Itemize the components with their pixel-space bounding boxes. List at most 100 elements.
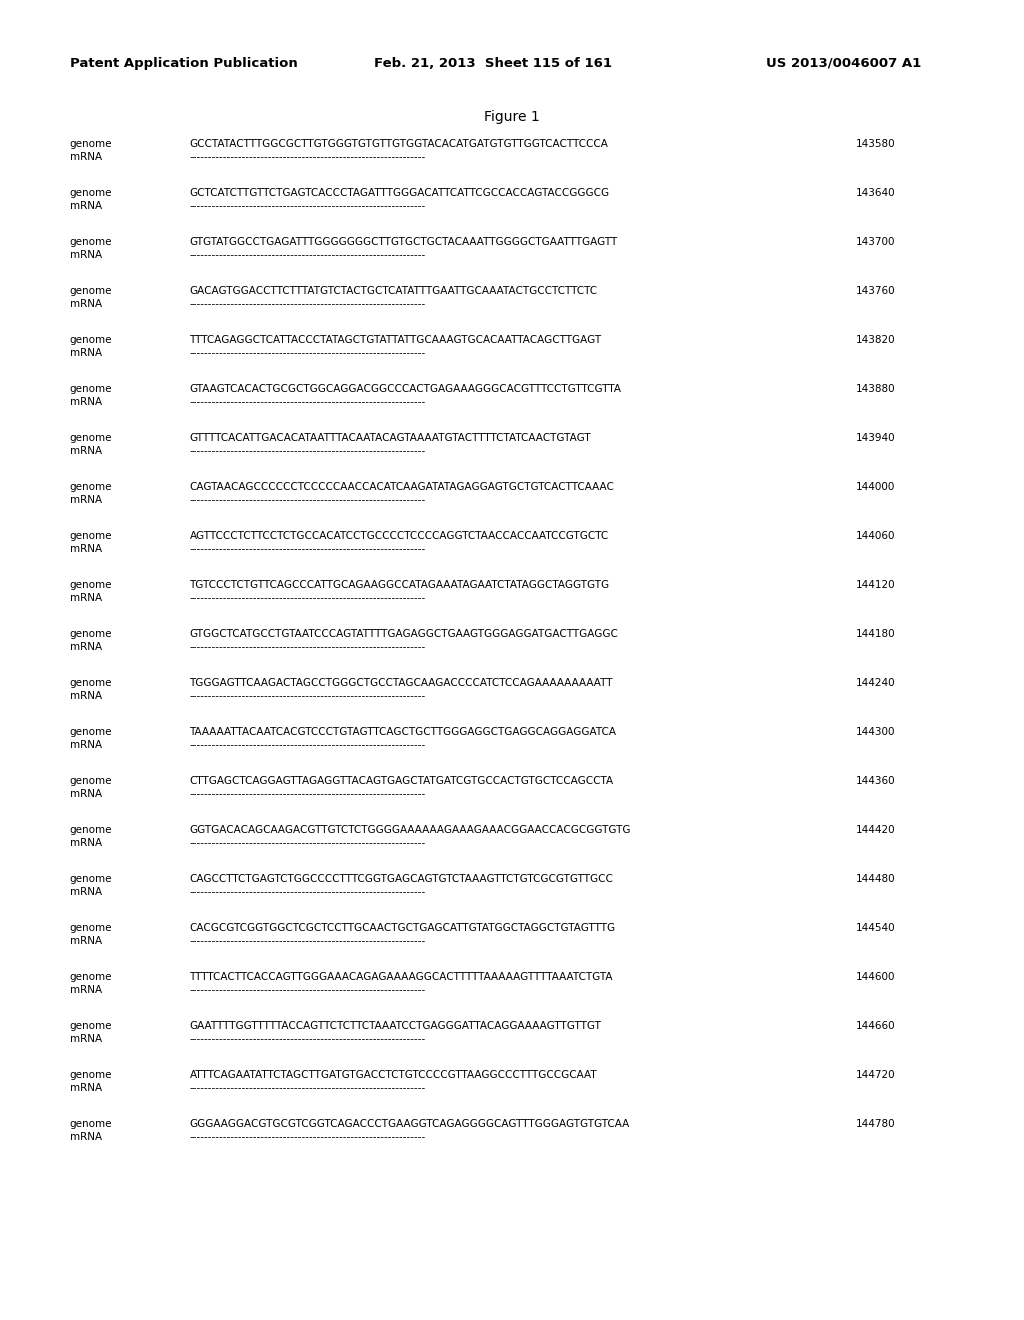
Text: genome: genome — [70, 579, 113, 590]
Text: ---------------------------------------------------------------: ----------------------------------------… — [189, 593, 426, 603]
Text: ---------------------------------------------------------------: ----------------------------------------… — [189, 201, 426, 211]
Text: ---------------------------------------------------------------: ----------------------------------------… — [189, 249, 426, 260]
Text: genome: genome — [70, 139, 113, 149]
Text: GCCTATACTTTGGCGCTTGTGGGTGTGTTGTGGTACACATGATGTGTTGGTCACTTCCCA: GCCTATACTTTGGCGCTTGTGGGTGTGTTGTGGTACACAT… — [189, 139, 608, 149]
Text: GAATTTTGGTTTTTACCAGTTCTCTTCTAAATCCTGAGGGATTACAGGAAAAGTTGTTGT: GAATTTTGGTTTTTACCAGTTCTCTTCTAAATCCTGAGGG… — [189, 1020, 601, 1031]
Text: genome: genome — [70, 187, 113, 198]
Text: genome: genome — [70, 236, 113, 247]
Text: ---------------------------------------------------------------: ----------------------------------------… — [189, 690, 426, 701]
Text: 144600: 144600 — [856, 972, 896, 982]
Text: mRNA: mRNA — [70, 495, 101, 504]
Text: CAGTAACAGCCCCCCTCCCCCAACCACATCAAGATATAGAGGAGTGCTGTCACTTCAAAC: CAGTAACAGCCCCCCTCCCCCAACCACATCAAGATATAGA… — [189, 482, 614, 491]
Text: ---------------------------------------------------------------: ----------------------------------------… — [189, 544, 426, 553]
Text: ATTTCAGAATATTCTAGCTTGATGTGACCTCTGTCCCCGTTAAGGCCCTTTGCCGCAAT: ATTTCAGAATATTCTAGCTTGATGTGACCTCTGTCCCCGT… — [189, 1069, 597, 1080]
Text: mRNA: mRNA — [70, 446, 101, 455]
Text: mRNA: mRNA — [70, 593, 101, 603]
Text: genome: genome — [70, 628, 113, 639]
Text: genome: genome — [70, 677, 113, 688]
Text: mRNA: mRNA — [70, 396, 101, 407]
Text: mRNA: mRNA — [70, 152, 101, 161]
Text: TTTCAGAGGCTCATTACCCTATAGCTGTATTATTGCAAAGTGCACAATTACAGCTTGAGT: TTTCAGAGGCTCATTACCCTATAGCTGTATTATTGCAAAG… — [189, 334, 601, 345]
Text: 144180: 144180 — [856, 628, 896, 639]
Text: genome: genome — [70, 726, 113, 737]
Text: genome: genome — [70, 384, 113, 393]
Text: ---------------------------------------------------------------: ----------------------------------------… — [189, 1034, 426, 1044]
Text: AGTTCCCTCTTCCTCTGCCACATCCTGCCCCTCCCCAGGTCTAACCACCAATCCGTGCTC: AGTTCCCTCTTCCTCTGCCACATCCTGCCCCTCCCCAGGT… — [189, 531, 608, 541]
Text: GTAAGTCACACTGCGCTGGCAGGACGGCCCACTGAGAAAGGGCACGTTTCCTGTTCGTTA: GTAAGTCACACTGCGCTGGCAGGACGGCCCACTGAGAAAG… — [189, 384, 622, 393]
Text: genome: genome — [70, 1069, 113, 1080]
Text: 144120: 144120 — [856, 579, 896, 590]
Text: 144480: 144480 — [856, 874, 896, 883]
Text: 144300: 144300 — [856, 726, 896, 737]
Text: ---------------------------------------------------------------: ----------------------------------------… — [189, 446, 426, 455]
Text: ---------------------------------------------------------------: ----------------------------------------… — [189, 887, 426, 896]
Text: TTTTCACTTCACCAGTTGGGAAACAGAGAAAAGGCACTTTTTAAAAAGTTTTAAATCTGTA: TTTTCACTTCACCAGTTGGGAAACAGAGAAAAGGCACTTT… — [189, 972, 613, 982]
Text: 143700: 143700 — [856, 236, 896, 247]
Text: mRNA: mRNA — [70, 642, 101, 652]
Text: 144360: 144360 — [856, 776, 896, 785]
Text: genome: genome — [70, 334, 113, 345]
Text: mRNA: mRNA — [70, 887, 101, 896]
Text: 143640: 143640 — [856, 187, 896, 198]
Text: genome: genome — [70, 1020, 113, 1031]
Text: ---------------------------------------------------------------: ----------------------------------------… — [189, 396, 426, 407]
Text: mRNA: mRNA — [70, 936, 101, 945]
Text: 143880: 143880 — [856, 384, 896, 393]
Text: ---------------------------------------------------------------: ----------------------------------------… — [189, 152, 426, 161]
Text: CTTGAGCTCAGGAGTTAGAGGTTACAGTGAGCTATGATCGTGCCACTGTGCTCCAGCCTA: CTTGAGCTCAGGAGTTAGAGGTTACAGTGAGCTATGATCG… — [189, 776, 613, 785]
Text: genome: genome — [70, 1118, 113, 1129]
Text: genome: genome — [70, 825, 113, 834]
Text: ---------------------------------------------------------------: ----------------------------------------… — [189, 495, 426, 504]
Text: 144540: 144540 — [856, 923, 896, 933]
Text: ---------------------------------------------------------------: ----------------------------------------… — [189, 936, 426, 945]
Text: mRNA: mRNA — [70, 347, 101, 358]
Text: CAGCCTTCTGAGTCTGGCCCCTTTCGGTGAGCAGTGTCTAAAGTTCTGTCGCGTGTTGCC: CAGCCTTCTGAGTCTGGCCCCTTTCGGTGAGCAGTGTCTA… — [189, 874, 613, 883]
Text: ---------------------------------------------------------------: ----------------------------------------… — [189, 347, 426, 358]
Text: GGGAAGGACGTGCGTCGGTCAGACCCTGAAGGTCAGAGGGGCAGTTTGGGAGTGTGTCAA: GGGAAGGACGTGCGTCGGTCAGACCCTGAAGGTCAGAGGG… — [189, 1118, 630, 1129]
Text: genome: genome — [70, 874, 113, 883]
Text: ---------------------------------------------------------------: ----------------------------------------… — [189, 1082, 426, 1093]
Text: mRNA: mRNA — [70, 298, 101, 309]
Text: TAAAAATTACAATCACGTCCCTGTAGTTCAGCTGCTTGGGAGGCTGAGGCAGGAGGATCA: TAAAAATTACAATCACGTCCCTGTAGTTCAGCTGCTTGGG… — [189, 726, 616, 737]
Text: 143820: 143820 — [856, 334, 896, 345]
Text: mRNA: mRNA — [70, 544, 101, 553]
Text: mRNA: mRNA — [70, 1082, 101, 1093]
Text: ---------------------------------------------------------------: ----------------------------------------… — [189, 788, 426, 799]
Text: Feb. 21, 2013  Sheet 115 of 161: Feb. 21, 2013 Sheet 115 of 161 — [374, 57, 611, 70]
Text: 143580: 143580 — [856, 139, 896, 149]
Text: GACAGTGGACCTTCTTTATGTCTACTGCTCATATTTGAATTGCAAATACTGCCTCTTCTC: GACAGTGGACCTTCTTTATGTCTACTGCTCATATTTGAAT… — [189, 285, 598, 296]
Text: ---------------------------------------------------------------: ----------------------------------------… — [189, 838, 426, 847]
Text: mRNA: mRNA — [70, 985, 101, 994]
Text: GTGTATGGCCTGAGATTTGGGGGGGCTTGTGCTGCTACAAATTGGGGCTGAATTTGAGTT: GTGTATGGCCTGAGATTTGGGGGGGCTTGTGCTGCTACAA… — [189, 236, 617, 247]
Text: 144420: 144420 — [856, 825, 896, 834]
Text: CACGCGTCGGTGGCTCGCTCCTTGCAACTGCTGAGCATTGTATGGCTAGGCTGTAGTTTG: CACGCGTCGGTGGCTCGCTCCTTGCAACTGCTGAGCATTG… — [189, 923, 615, 933]
Text: genome: genome — [70, 531, 113, 541]
Text: genome: genome — [70, 482, 113, 491]
Text: genome: genome — [70, 285, 113, 296]
Text: 143760: 143760 — [856, 285, 896, 296]
Text: 144660: 144660 — [856, 1020, 896, 1031]
Text: genome: genome — [70, 776, 113, 785]
Text: genome: genome — [70, 972, 113, 982]
Text: Figure 1: Figure 1 — [484, 110, 540, 124]
Text: ---------------------------------------------------------------: ----------------------------------------… — [189, 642, 426, 652]
Text: ---------------------------------------------------------------: ----------------------------------------… — [189, 739, 426, 750]
Text: mRNA: mRNA — [70, 1034, 101, 1044]
Text: mRNA: mRNA — [70, 739, 101, 750]
Text: TGGGAGTTCAAGACTAGCCTGGGCTGCCTAGCAAGACCCCATCTCCAGAAAAAAAAATT: TGGGAGTTCAAGACTAGCCTGGGCTGCCTAGCAAGACCCC… — [189, 677, 613, 688]
Text: genome: genome — [70, 433, 113, 442]
Text: 144060: 144060 — [856, 531, 896, 541]
Text: GCTCATCTTGTTCTGAGTCACCCTAGATTTGGGACATTCATTCGCCACCAGTACCGGGCG: GCTCATCTTGTTCTGAGTCACCCTAGATTTGGGACATTCA… — [189, 187, 609, 198]
Text: 144720: 144720 — [856, 1069, 896, 1080]
Text: GTGGCTCATGCCTGTAATCCCAGTATTTTGAGAGGCTGAAGTGGGAGGATGACTTGAGGC: GTGGCTCATGCCTGTAATCCCAGTATTTTGAGAGGCTGAA… — [189, 628, 618, 639]
Text: mRNA: mRNA — [70, 838, 101, 847]
Text: 144780: 144780 — [856, 1118, 896, 1129]
Text: mRNA: mRNA — [70, 201, 101, 211]
Text: genome: genome — [70, 923, 113, 933]
Text: mRNA: mRNA — [70, 249, 101, 260]
Text: ---------------------------------------------------------------: ----------------------------------------… — [189, 985, 426, 994]
Text: 143940: 143940 — [856, 433, 896, 442]
Text: US 2013/0046007 A1: US 2013/0046007 A1 — [766, 57, 922, 70]
Text: mRNA: mRNA — [70, 690, 101, 701]
Text: mRNA: mRNA — [70, 788, 101, 799]
